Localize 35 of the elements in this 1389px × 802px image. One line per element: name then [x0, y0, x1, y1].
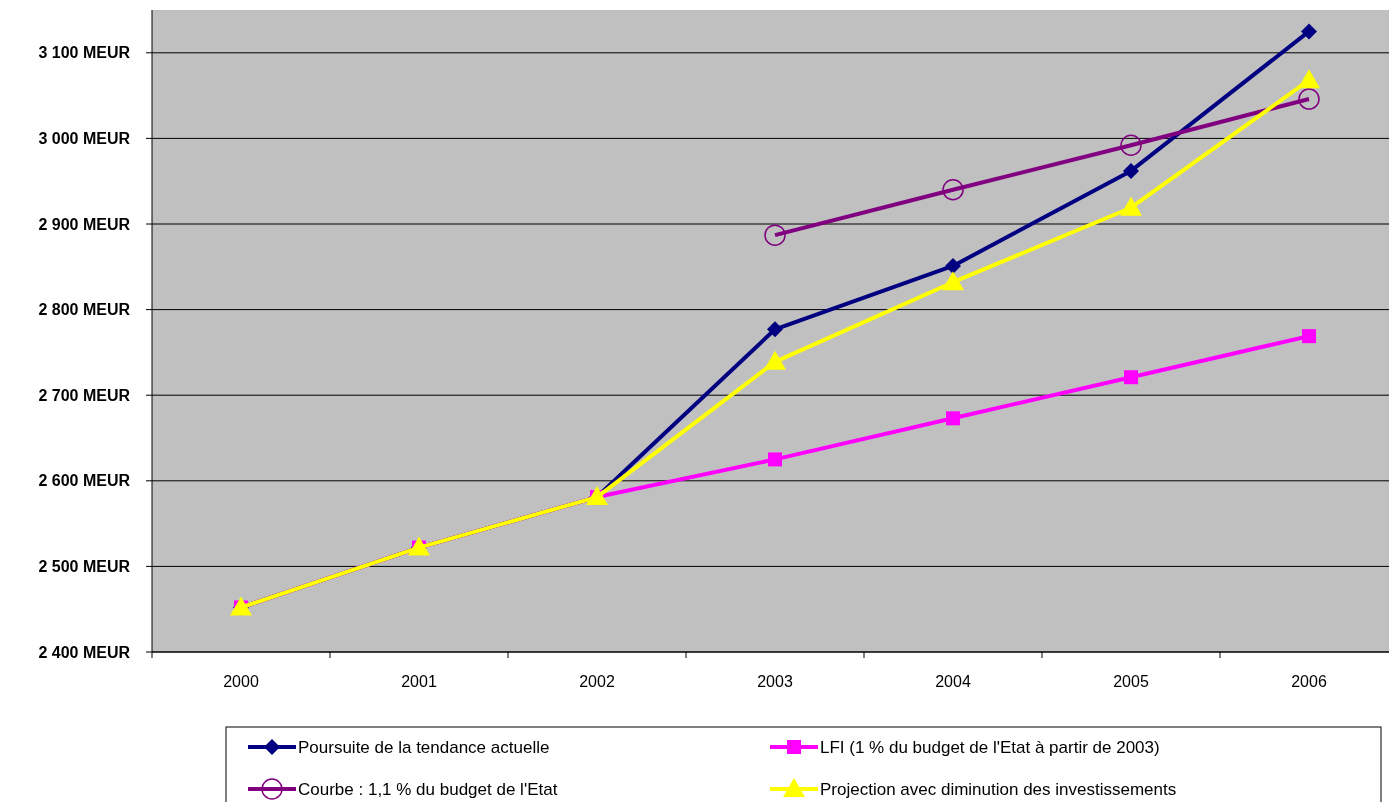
x-tick-label: 2000 [223, 673, 259, 690]
point [1123, 162, 1139, 179]
point [945, 257, 961, 274]
y-tick-label: 2 700 MEUR [38, 386, 131, 404]
point [1298, 69, 1320, 89]
legend-label: LFI (1 % du budget de l'Etat à partir de 2003) [820, 737, 1160, 757]
y-tick-label: 3 100 MEUR [38, 44, 131, 62]
point [1124, 370, 1138, 385]
y-tick-label: 2 600 MEUR [38, 472, 131, 490]
y-tick-label: 2 800 MEUR [38, 301, 131, 319]
point [1301, 23, 1317, 40]
point [942, 271, 964, 291]
y-tick-label: 2 400 MEUR [38, 643, 131, 661]
point [1120, 196, 1142, 216]
point [768, 452, 782, 467]
x-tick-label: 2002 [579, 673, 615, 690]
legend-label: Poursuite de la tendance actuelle [298, 737, 550, 757]
point [1302, 329, 1316, 344]
y-tick-label: 2 900 MEUR [38, 215, 131, 233]
x-tick-label: 2005 [1113, 673, 1149, 690]
point [1298, 88, 1320, 110]
point [764, 224, 786, 246]
x-tick-label: 2001 [401, 673, 437, 690]
x-tick-label: 2003 [757, 673, 793, 690]
x-tick-label: 2004 [935, 673, 971, 690]
y-tick-label: 2 500 MEUR [38, 558, 131, 575]
x-tick-label: 2006 [1291, 673, 1327, 690]
point [946, 411, 960, 426]
point [1120, 134, 1142, 156]
y-tick-label: 3 000 MEUR [38, 130, 131, 147]
legend-label: Projection avec diminution des investissements [820, 779, 1177, 799]
legend-label: Courbe : 1,1 % du budget de l'Etat [298, 779, 558, 799]
point [942, 179, 964, 201]
point [767, 321, 783, 338]
point [764, 350, 786, 370]
